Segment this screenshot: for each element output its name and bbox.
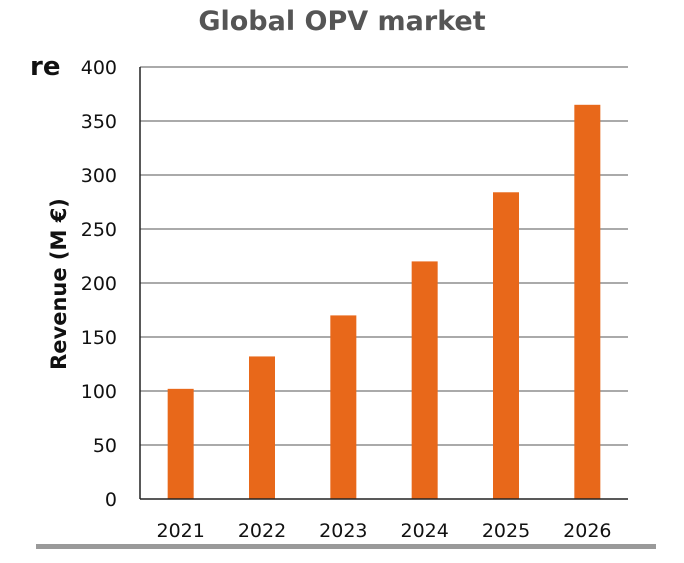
bar-2025	[493, 192, 519, 499]
y-tick-label: 200	[81, 273, 117, 295]
y-tick-label: 250	[81, 219, 117, 241]
bar-2026	[574, 104, 601, 500]
x-tick-label: 2024	[400, 520, 448, 542]
y-axis-label: Revenue (M €)	[47, 198, 71, 370]
gridlines	[140, 66, 628, 446]
y-tick-label: 150	[81, 327, 117, 349]
bar-2024	[411, 261, 438, 499]
bar-2022	[249, 356, 275, 499]
x-tick-label: 2023	[319, 520, 367, 542]
y-tick-label: 400	[81, 57, 117, 79]
x-tick-label: 2025	[482, 520, 530, 542]
bars	[167, 104, 601, 500]
chart-title: Global OPV market	[198, 6, 486, 37]
y-tick-label: 300	[81, 165, 117, 187]
x-tick-label: 2026	[563, 520, 611, 542]
cropped-heading-fragment: re	[30, 52, 61, 82]
x-tick-label: 2021	[156, 520, 204, 542]
bar-2021	[167, 388, 194, 499]
bar-2023	[330, 315, 357, 499]
y-tick-label: 100	[81, 381, 117, 403]
x-axis-ticks: 2021 2022 2023 2024 2025 2026	[156, 520, 611, 542]
bottom-divider	[36, 544, 656, 549]
y-tick-label: 350	[81, 111, 117, 133]
x-tick-label: 2022	[238, 520, 286, 542]
y-tick-label: 0	[105, 489, 117, 511]
y-tick-label: 50	[93, 435, 117, 457]
y-axis-ticks: 0 50 100 150 200 250 300 350 400	[81, 57, 117, 511]
